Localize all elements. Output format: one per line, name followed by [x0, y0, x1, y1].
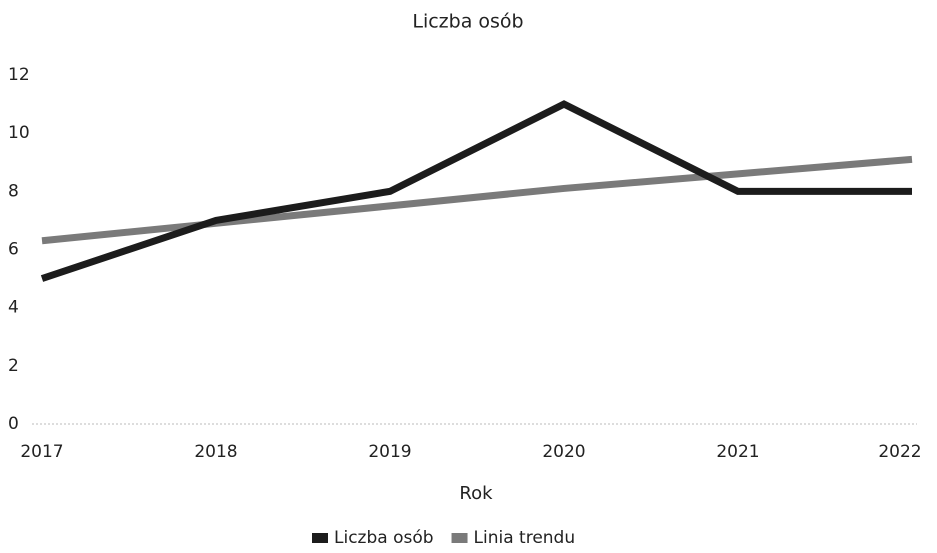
legend-swatch — [451, 533, 468, 543]
y-tick-label: 0 — [8, 414, 19, 434]
legend-label: Linia trendu — [474, 528, 576, 548]
y-tick-label: 4 — [8, 298, 19, 318]
x-tick-label: 2018 — [194, 442, 237, 462]
y-tick-label: 10 — [8, 123, 30, 143]
y-tick-label: 12 — [8, 65, 30, 85]
x-tick-label: 2022 — [878, 442, 921, 462]
x-tick-label: 2019 — [368, 442, 411, 462]
x-tick-label: 2020 — [542, 442, 585, 462]
y-tick-label: 8 — [8, 181, 19, 201]
x-axis-label: Rok — [459, 483, 493, 504]
chart-title: Liczba osób — [412, 11, 523, 33]
x-tick-label: 2021 — [716, 442, 759, 462]
legend-swatch — [312, 533, 328, 543]
x-tick-label: 2017 — [20, 442, 63, 462]
data-line — [40, 100, 912, 282]
y-tick-label: 6 — [8, 240, 19, 260]
y-tick-label: 2 — [8, 356, 19, 376]
legend-label: Liczba osób — [334, 528, 434, 548]
data-line — [41, 155, 913, 245]
